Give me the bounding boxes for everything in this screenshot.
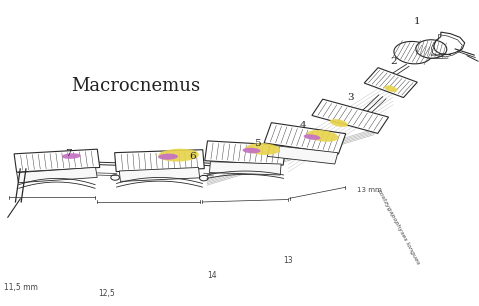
Polygon shape (205, 141, 286, 165)
Polygon shape (364, 68, 417, 98)
Ellipse shape (62, 153, 81, 159)
Text: 12,5: 12,5 (99, 289, 115, 298)
Polygon shape (264, 123, 346, 154)
Polygon shape (312, 99, 388, 133)
Text: 4: 4 (299, 121, 306, 130)
Text: 13: 13 (284, 256, 293, 265)
Ellipse shape (307, 130, 339, 142)
Polygon shape (114, 150, 205, 172)
Polygon shape (267, 145, 338, 164)
Polygon shape (119, 167, 200, 181)
Text: 13 mm: 13 mm (357, 187, 382, 193)
Ellipse shape (416, 40, 447, 58)
Ellipse shape (304, 134, 320, 140)
Text: 7: 7 (66, 148, 72, 158)
Ellipse shape (384, 85, 397, 92)
Ellipse shape (330, 119, 348, 127)
Text: 6: 6 (190, 151, 196, 161)
Text: 2: 2 (390, 57, 397, 66)
Text: 3: 3 (347, 93, 354, 103)
Ellipse shape (246, 143, 280, 155)
Polygon shape (17, 167, 97, 183)
Text: 5: 5 (254, 139, 261, 148)
Text: 1: 1 (414, 17, 420, 26)
Text: Macrocnemus: Macrocnemus (71, 77, 200, 95)
Text: 14: 14 (207, 271, 217, 280)
Ellipse shape (242, 148, 261, 153)
Ellipse shape (158, 154, 178, 160)
Ellipse shape (158, 149, 199, 162)
Text: postzygapophyses longues: postzygapophyses longues (376, 188, 420, 265)
Ellipse shape (394, 41, 433, 64)
Polygon shape (14, 149, 100, 172)
Text: 11,5 mm: 11,5 mm (4, 283, 38, 292)
Polygon shape (209, 162, 281, 175)
